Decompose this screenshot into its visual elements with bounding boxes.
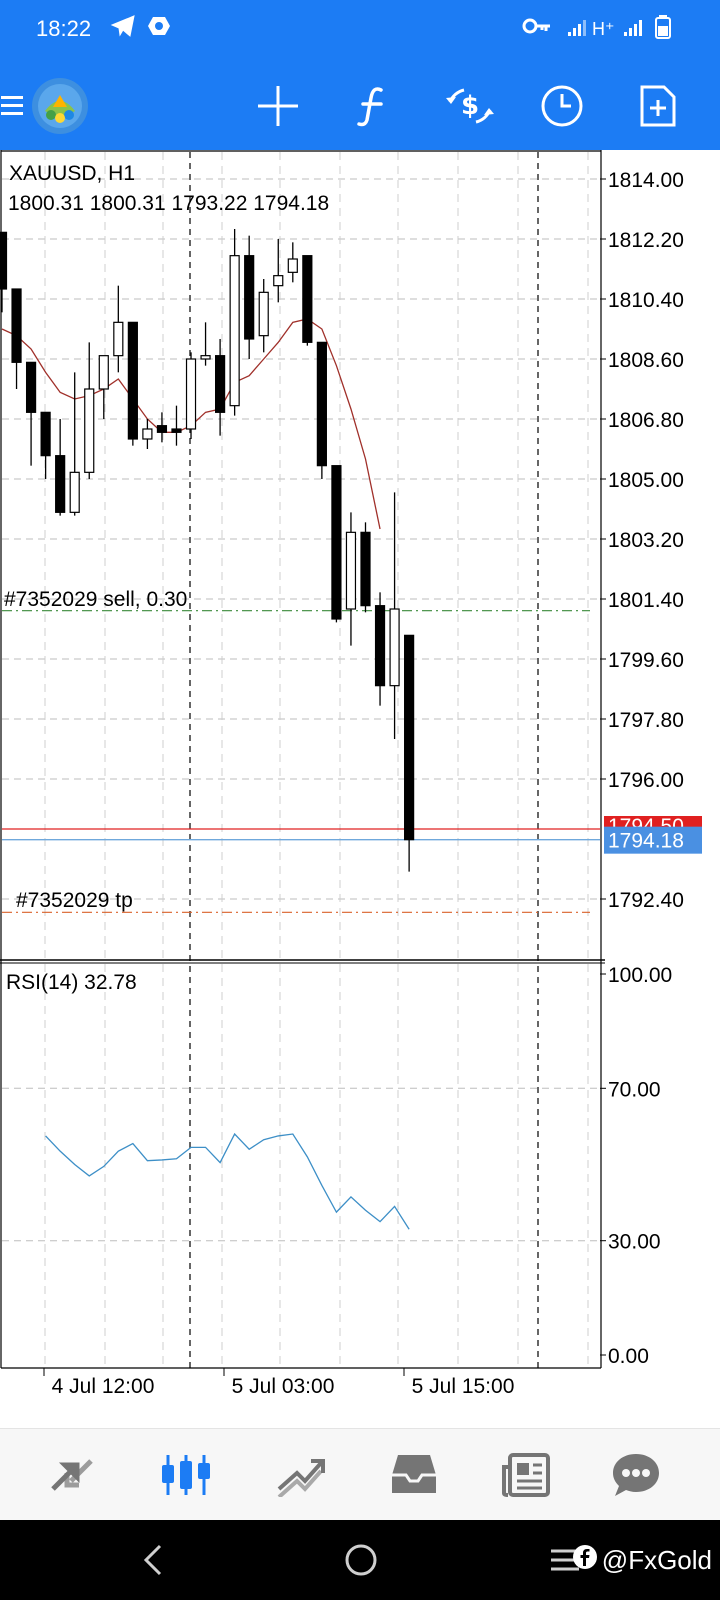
bid-price-badge <box>604 826 702 854</box>
chart-toolbar: $ <box>0 60 720 150</box>
price-tick-label: 1797.80 <box>608 709 684 732</box>
candle-bear <box>171 428 182 433</box>
price-tick-label: 1812.20 <box>608 229 684 252</box>
ohlc-label: 1800.31 1800.31 1793.22 1794.18 <box>8 192 329 215</box>
price-tick-label: 1799.60 <box>608 649 684 672</box>
telegram-icon <box>110 14 136 46</box>
time-tick-label: 5 Jul 15:00 <box>412 1375 515 1398</box>
timeframe-icon[interactable] <box>534 78 590 134</box>
new-order-icon[interactable] <box>630 78 686 134</box>
facebook-icon <box>572 1544 598 1577</box>
watermark: @FxGold <box>572 1544 712 1577</box>
candle-bear <box>302 255 313 343</box>
trade-icon[interactable] <box>270 1445 330 1505</box>
candle-bull <box>287 258 298 273</box>
status-bar: 18:22 H⁺ <box>0 0 720 60</box>
network-type: H⁺ <box>592 19 615 39</box>
candle-bear <box>0 231 8 290</box>
bottom-navigation <box>0 1428 720 1520</box>
trade-icon[interactable]: $ <box>442 78 498 134</box>
rsi-tick-label: 30.00 <box>608 1231 661 1254</box>
news-icon[interactable] <box>496 1445 556 1505</box>
candle-bear <box>11 288 22 363</box>
candle-bull <box>389 608 400 687</box>
candle-bear <box>156 425 168 433</box>
candle-bear <box>316 341 327 467</box>
candle-bear <box>404 634 415 841</box>
vpn-icon <box>146 14 172 46</box>
time-tick-label: 4 Jul 12:00 <box>52 1375 155 1398</box>
price-tick-label: 1806.80 <box>608 409 684 432</box>
chart-area[interactable]: 1814.00 1812.20 1810.40 1808.60 1806.80 1805.… <box>0 150 720 1405</box>
candle-bull <box>345 531 357 610</box>
system-navigation: @FxGold <box>0 1520 720 1600</box>
signal-icon <box>566 14 592 46</box>
rsi-tick-label: 0.00 <box>608 1345 649 1368</box>
candle-bear <box>374 605 386 687</box>
sell-order-label[interactable]: #7352029 sell, 0.30 <box>4 588 187 611</box>
candle-bull <box>113 321 124 357</box>
price-tick-label: 1792.40 <box>608 889 684 912</box>
candle-bear <box>25 361 37 413</box>
trade-levels <box>2 610 600 913</box>
watermark-text: @FxGold <box>601 1545 712 1575</box>
rsi-tick-label: 70.00 <box>608 1078 661 1101</box>
candle-bear <box>127 321 138 440</box>
candle-bear <box>215 355 226 413</box>
candle-bull <box>84 388 95 473</box>
chart-grid <box>2 152 600 1368</box>
menu-icon[interactable] <box>0 78 44 134</box>
candle-bear <box>40 411 51 457</box>
rsi-indicator <box>2 1087 600 1242</box>
history-icon[interactable] <box>384 1445 444 1505</box>
price-tick-label: 1810.40 <box>608 289 684 312</box>
candles <box>0 229 415 872</box>
price-tick-label: 1796.00 <box>608 769 684 792</box>
candle-bear <box>331 465 342 620</box>
candle-bull <box>273 275 284 287</box>
candle-bull <box>258 291 269 337</box>
messages-icon[interactable] <box>606 1445 666 1505</box>
rsi-line <box>45 1132 410 1230</box>
candle-bear <box>55 455 66 513</box>
take-profit-label[interactable]: #7352029 tp <box>16 889 133 912</box>
price-tick-label: 1803.20 <box>608 529 684 552</box>
candle-bull <box>69 471 80 513</box>
price-tick-label: 1808.60 <box>608 349 684 372</box>
battery-icon <box>654 14 672 48</box>
indicators-icon[interactable] <box>346 78 402 134</box>
app-logo[interactable] <box>30 76 90 136</box>
signal-icon <box>622 14 648 46</box>
candle-bear <box>244 255 255 340</box>
candle-bull <box>229 255 240 407</box>
candle-bull <box>200 355 211 360</box>
back-icon[interactable] <box>128 1538 178 1582</box>
candle-bull <box>98 355 109 390</box>
price-tick-label: 1801.40 <box>608 589 684 612</box>
quotes-icon[interactable] <box>42 1445 102 1505</box>
candle-bull <box>185 358 197 430</box>
price-tick-label: 1805.00 <box>608 469 684 492</box>
time-tick-label: 5 Jul 03:00 <box>232 1375 335 1398</box>
key-icon <box>522 14 552 46</box>
price-axis: 1814.00 1812.20 1810.40 1808.60 1806.80 1805.… <box>43 169 702 1398</box>
chart-icon[interactable] <box>156 1445 216 1505</box>
home-icon[interactable] <box>336 1538 386 1582</box>
bid-price-text: 1794.18 <box>608 830 684 853</box>
crosshair-icon[interactable] <box>250 78 306 134</box>
svg-text:$: $ <box>461 91 479 121</box>
price-tick-label: 1814.00 <box>608 169 684 192</box>
candle-bull <box>142 428 153 440</box>
rsi-tick-label: 100.00 <box>608 964 672 987</box>
status-time: 18:22 <box>36 16 92 41</box>
price-chart[interactable]: 1814.00 1812.20 1810.40 1808.60 1806.80 1805.… <box>0 150 720 1405</box>
symbol-label: XAUUSD, H1 <box>9 162 135 185</box>
candle-bear <box>360 531 371 607</box>
rsi-label: RSI(14) 32.78 <box>6 971 137 994</box>
